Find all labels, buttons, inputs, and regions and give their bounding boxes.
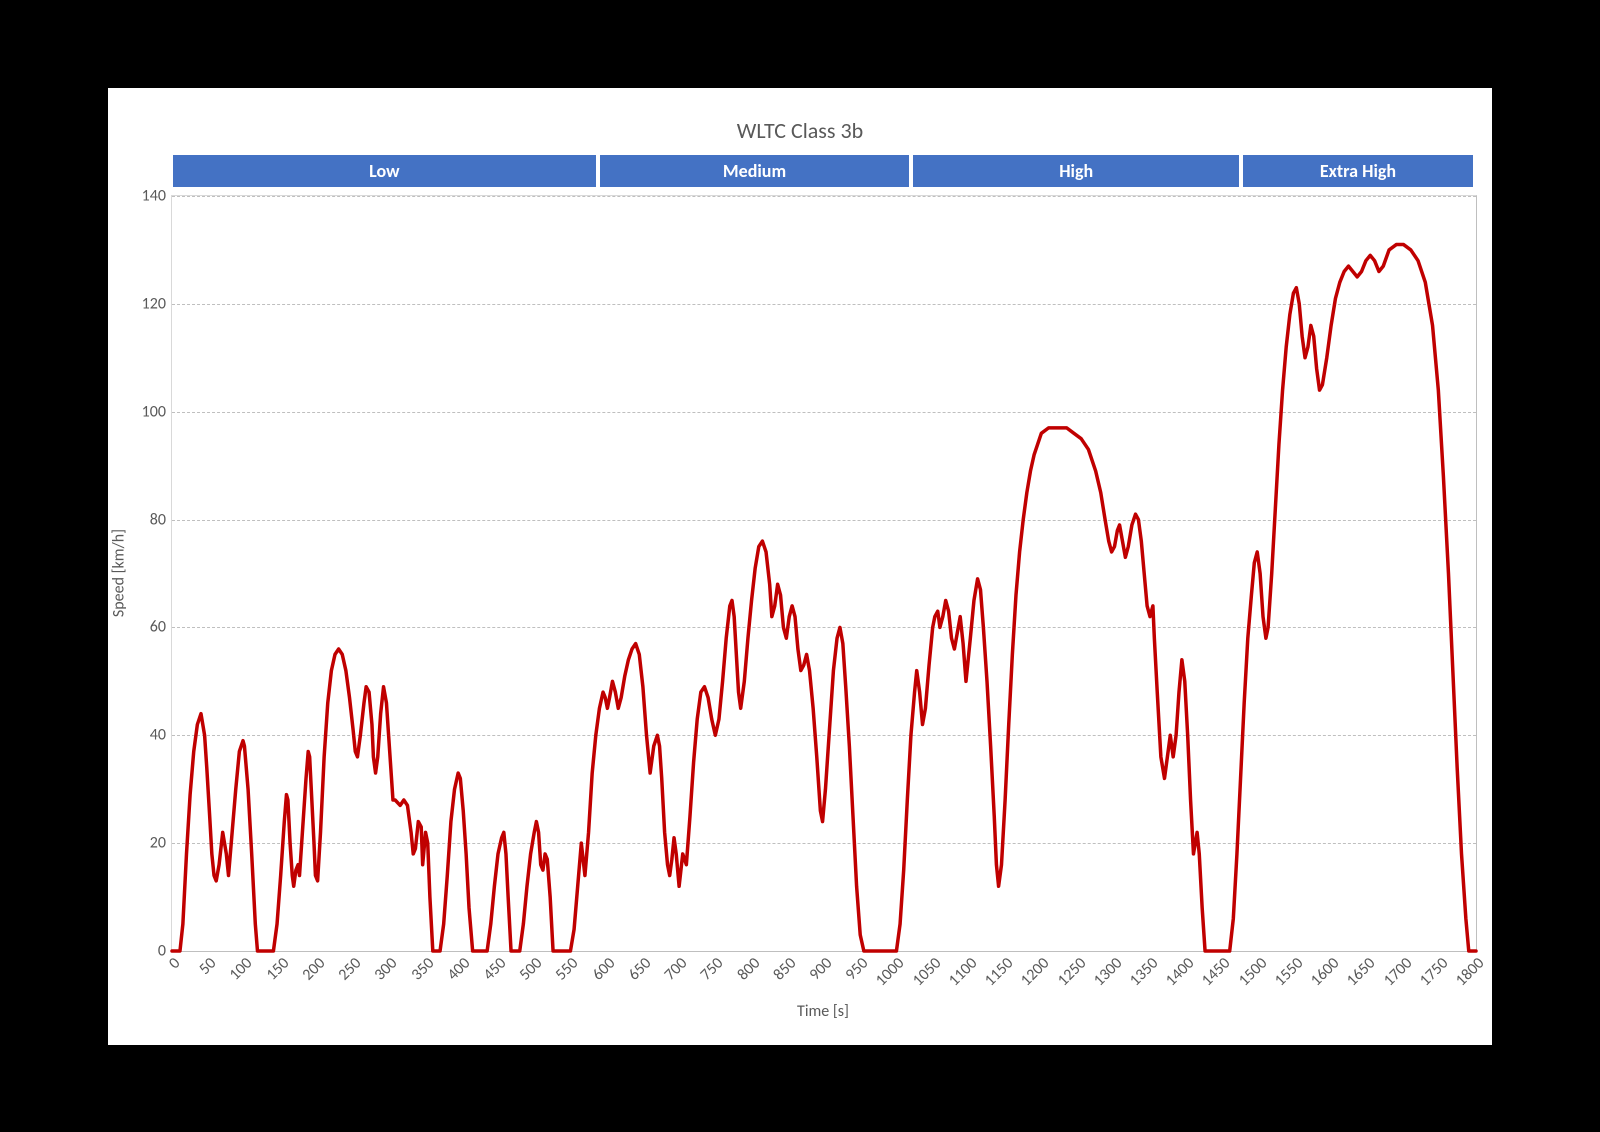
y-tick-label: 60 — [150, 618, 172, 637]
y-tick-label: 120 — [142, 294, 172, 313]
phase-band: Medium — [600, 155, 910, 187]
phase-band: Extra High — [1243, 155, 1473, 187]
x-axis-label: Time [s] — [171, 1002, 1475, 1021]
y-tick-label: 20 — [150, 834, 172, 853]
y-axis-label: Speed [km/h] — [110, 528, 129, 616]
plot-area: 020406080100120140 050100150200250300350… — [171, 195, 1477, 952]
y-tick-label: 40 — [150, 726, 172, 745]
y-tick-label: 80 — [150, 510, 172, 529]
chart-panel: WLTC Class 3b LowMediumHighExtra High 02… — [108, 88, 1492, 1045]
speed-line — [172, 196, 1476, 951]
y-tick-label: 140 — [142, 187, 172, 206]
y-tick-label: 100 — [142, 402, 172, 421]
chart-title: WLTC Class 3b — [108, 117, 1492, 144]
phase-band: High — [913, 155, 1239, 187]
phase-band: Low — [173, 155, 596, 187]
x-tick-label: 1800 — [1472, 928, 1511, 967]
